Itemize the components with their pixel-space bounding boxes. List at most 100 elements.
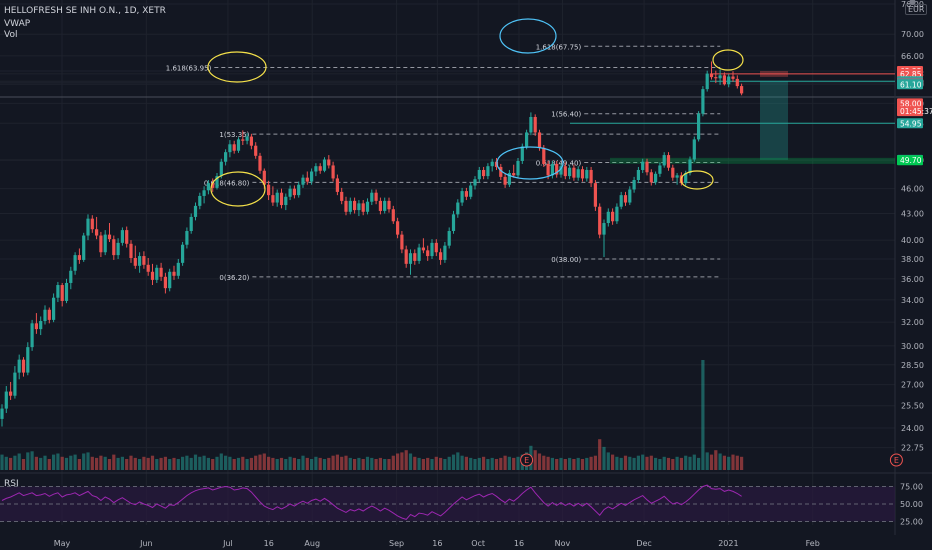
volume-bar <box>34 456 38 470</box>
volume-bar <box>95 457 99 470</box>
candle-body <box>258 155 262 171</box>
volume-bar <box>671 459 675 470</box>
volume-bar <box>26 452 30 470</box>
price-tick-label: 30.00 <box>901 342 924 351</box>
candle-body <box>576 169 580 178</box>
volume-bar <box>206 457 210 470</box>
volume-bar <box>284 459 288 470</box>
volume-bar <box>615 456 619 470</box>
time-tick-label: Nov <box>555 539 571 548</box>
volume-bar <box>258 454 262 470</box>
candle-body <box>198 195 202 206</box>
candle-body <box>95 229 99 236</box>
price-tag <box>897 118 923 129</box>
volume-bar <box>224 455 228 470</box>
candle-body <box>658 165 662 174</box>
volume-bar <box>107 459 112 470</box>
candle-body <box>297 184 301 196</box>
candle-body <box>542 147 546 164</box>
candle-body <box>26 347 30 373</box>
annotations <box>207 18 744 207</box>
candle-body <box>241 139 245 141</box>
candle-body <box>163 276 167 289</box>
volume-bar <box>572 459 576 470</box>
candle-body <box>632 179 636 190</box>
candle-body <box>219 161 223 177</box>
time-axis[interactable]: May Jun Jul 16 Aug Sep 16 Oct 16 Nov Dec 2021 Feb <box>0 535 932 550</box>
volume-bar <box>563 459 567 470</box>
candle-body <box>563 166 567 177</box>
candle-body <box>434 242 438 253</box>
fib-level-label: 1(56.40) <box>551 111 581 119</box>
candle-body <box>546 163 550 176</box>
volume-bar <box>421 459 425 470</box>
candle-body <box>654 173 658 183</box>
candle-body <box>525 132 529 147</box>
candle-body <box>675 175 679 178</box>
volume-bar <box>236 457 241 470</box>
volume-bar <box>86 452 90 470</box>
candle-body <box>211 183 215 188</box>
volume-bar <box>439 457 443 470</box>
volume-legend[interactable]: Vol <box>4 30 18 40</box>
volume-bar <box>77 459 81 470</box>
volume-bar <box>447 456 451 470</box>
candle-body <box>64 282 69 301</box>
volume-bar <box>679 457 683 470</box>
time-tick-label: 16 <box>432 539 442 548</box>
volume-bar <box>589 456 593 470</box>
candle-body <box>357 203 361 211</box>
candle-body <box>697 113 701 140</box>
volume-bar <box>430 459 434 470</box>
symbol-header[interactable]: HELLOFRESH SE INH O.N., 1D, XETR <box>4 6 166 16</box>
candle-body <box>568 167 572 177</box>
volume-bar <box>606 452 610 470</box>
candle-body <box>718 75 722 79</box>
price-tag <box>897 106 923 117</box>
candle-body <box>245 136 249 141</box>
vwap-legend[interactable]: VWAP <box>4 19 31 29</box>
position-tool[interactable] <box>570 70 895 164</box>
volume-bar <box>516 456 520 470</box>
price-tick-label: 28.50 <box>901 361 924 370</box>
candle-body <box>314 166 318 172</box>
rsi-legend[interactable]: RSI <box>4 479 19 489</box>
candle-body <box>619 195 623 207</box>
candle-body <box>262 170 266 185</box>
candle-body <box>688 159 692 174</box>
candle-body <box>503 176 507 185</box>
volume-bar <box>142 456 146 470</box>
volume-bar <box>533 450 537 470</box>
volume-bar <box>112 454 116 470</box>
volume-bar <box>486 459 490 470</box>
price-axis[interactable]: 76.0070.0066.0063.3562.8561.6061.3561.10… <box>897 0 932 453</box>
candle-body <box>185 231 189 245</box>
volume-bar <box>9 457 13 470</box>
volume-bar <box>262 453 266 470</box>
volume-bar <box>172 457 176 470</box>
rsi-tick-label: 50.00 <box>900 500 923 509</box>
candle-body <box>387 200 391 210</box>
time-tick-label: Oct <box>471 539 485 548</box>
volume-bar <box>555 459 559 470</box>
currency-label[interactable]: EUR <box>905 4 928 15</box>
candle-body <box>516 160 520 176</box>
price-tick-label: 36.00 <box>901 275 924 284</box>
eye-icon[interactable]: ● <box>909 0 916 6</box>
candle-body <box>318 166 322 171</box>
volume-bar <box>576 457 580 470</box>
volume-bar <box>150 455 155 470</box>
volume-bar <box>456 452 460 470</box>
candle-body <box>39 321 43 330</box>
volume-bar <box>370 457 374 470</box>
candle-body <box>73 255 77 271</box>
volume-bar <box>64 457 69 470</box>
candle-body <box>82 235 86 260</box>
candle-body <box>90 218 94 230</box>
candle-body <box>533 116 537 133</box>
volume-bar <box>39 457 43 470</box>
volume-bar <box>499 457 503 470</box>
price-tick-label: 22.75 <box>901 444 924 453</box>
volume-bar <box>21 459 26 470</box>
